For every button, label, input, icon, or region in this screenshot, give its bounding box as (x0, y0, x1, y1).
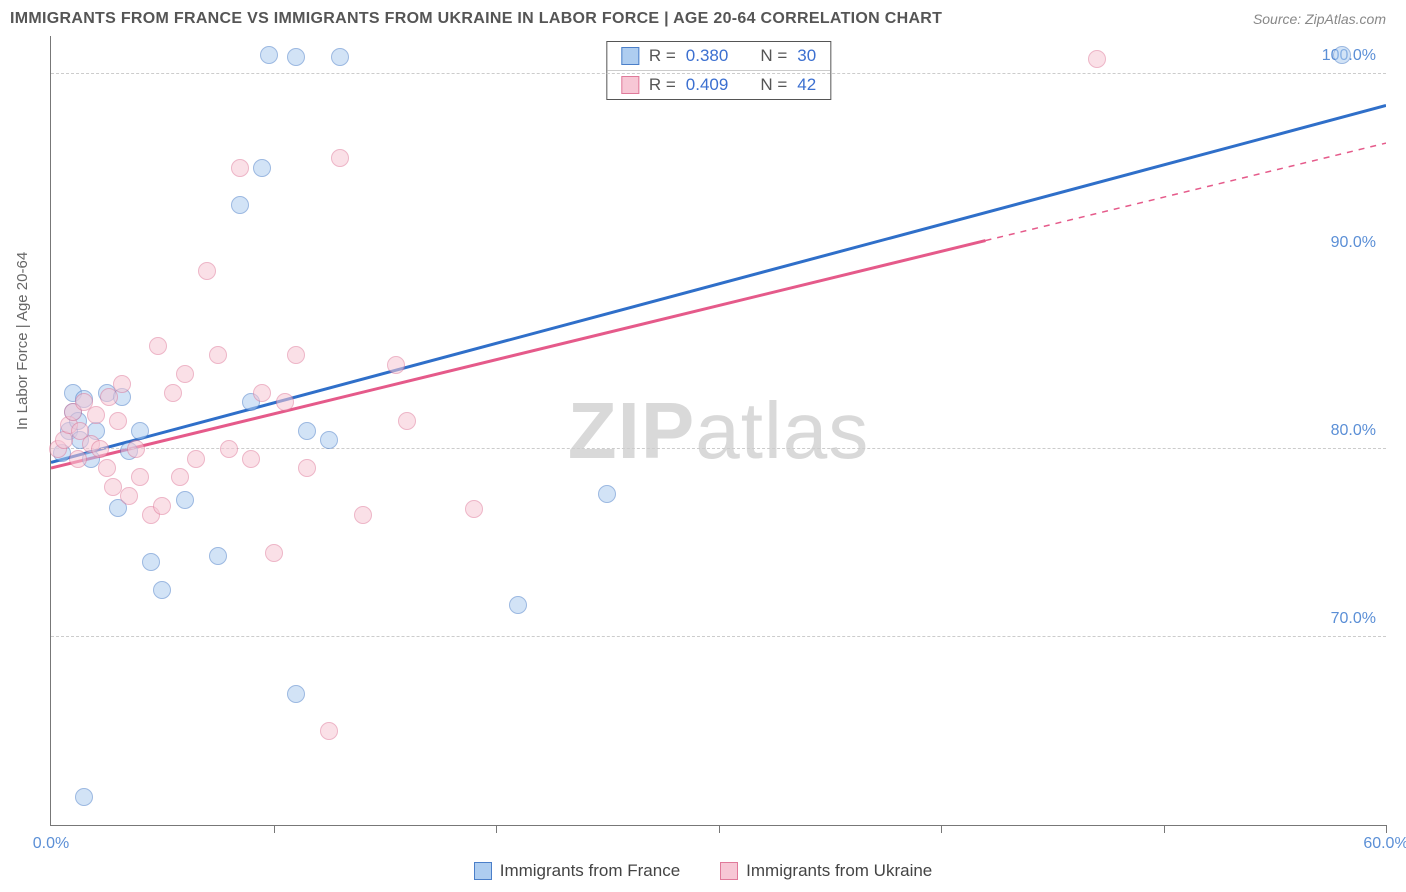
data-point-ukraine (287, 346, 305, 364)
series-label-france: Immigrants from France (500, 861, 680, 881)
data-point-ukraine (187, 450, 205, 468)
data-point-france (331, 48, 349, 66)
y-tick-label: 80.0% (1331, 422, 1376, 440)
watermark-zip: ZIP (568, 386, 695, 475)
data-point-ukraine (171, 468, 189, 486)
data-point-france (176, 491, 194, 509)
legend-swatch-france (621, 47, 639, 65)
x-tick (1386, 825, 1387, 833)
data-point-france (209, 547, 227, 565)
data-point-france (231, 196, 249, 214)
data-point-france (598, 485, 616, 503)
series-legend-item-ukraine: Immigrants from Ukraine (720, 861, 932, 881)
watermark: ZIPatlas (568, 385, 869, 477)
x-tick-label: 0.0% (33, 835, 69, 853)
data-point-ukraine (109, 412, 127, 430)
data-point-france (131, 422, 149, 440)
data-point-ukraine (276, 393, 294, 411)
chart-title: IMMIGRANTS FROM FRANCE VS IMMIGRANTS FRO… (10, 10, 942, 28)
data-point-ukraine (209, 346, 227, 364)
legend-r-value: 0.409 (686, 75, 729, 95)
x-tick (274, 825, 275, 833)
data-point-ukraine (253, 384, 271, 402)
data-point-france (142, 553, 160, 571)
data-point-france (509, 596, 527, 614)
data-point-ukraine (465, 500, 483, 518)
trendline-ukraine (51, 241, 986, 468)
legend-row-france: R = 0.380 N = 30 (607, 42, 830, 70)
data-point-ukraine (113, 375, 131, 393)
watermark-atlas: atlas (695, 386, 869, 475)
data-point-ukraine (98, 459, 116, 477)
legend-n-label: N = (760, 46, 787, 66)
legend-r-label: R = (649, 46, 676, 66)
data-point-france (153, 581, 171, 599)
data-point-ukraine (1088, 50, 1106, 68)
data-point-ukraine (265, 544, 283, 562)
data-point-ukraine (242, 450, 260, 468)
data-point-france (320, 431, 338, 449)
data-point-ukraine (387, 356, 405, 374)
data-point-ukraine (320, 722, 338, 740)
y-axis-label: In Labor Force | Age 20-64 (14, 252, 31, 430)
series-legend-item-france: Immigrants from France (474, 861, 680, 881)
trendline-dashed-ukraine (986, 143, 1387, 240)
legend-swatch-ukraine (621, 76, 639, 94)
legend-n-label: N = (760, 75, 787, 95)
series-label-ukraine: Immigrants from Ukraine (746, 861, 932, 881)
data-point-france (287, 48, 305, 66)
legend-r-label: R = (649, 75, 676, 95)
legend-n-value: 30 (797, 46, 816, 66)
source-label: Source: ZipAtlas.com (1253, 11, 1386, 27)
data-point-ukraine (120, 487, 138, 505)
data-point-france (253, 159, 271, 177)
gridline-horizontal (51, 636, 1386, 637)
x-tick-label: 60.0% (1363, 835, 1406, 853)
data-point-ukraine (131, 468, 149, 486)
data-point-ukraine (176, 365, 194, 383)
scatter-chart: ZIPatlas R = 0.380 N = 30 R = 0.409 N = … (50, 36, 1386, 826)
data-point-france (75, 788, 93, 806)
x-tick (941, 825, 942, 833)
x-tick (496, 825, 497, 833)
data-point-france (260, 46, 278, 64)
data-point-ukraine (100, 388, 118, 406)
x-tick (719, 825, 720, 833)
data-point-ukraine (91, 440, 109, 458)
data-point-ukraine (298, 459, 316, 477)
data-point-france (298, 422, 316, 440)
data-point-ukraine (331, 149, 349, 167)
series-legend: Immigrants from France Immigrants from U… (0, 861, 1406, 881)
gridline-horizontal (51, 73, 1386, 74)
data-point-ukraine (87, 406, 105, 424)
legend-row-ukraine: R = 0.409 N = 42 (607, 70, 830, 99)
trend-lines (51, 36, 1386, 825)
correlation-legend: R = 0.380 N = 30 R = 0.409 N = 42 (606, 41, 831, 100)
data-point-ukraine (164, 384, 182, 402)
data-point-ukraine (398, 412, 416, 430)
data-point-ukraine (354, 506, 372, 524)
series-swatch-france (474, 862, 492, 880)
y-tick-label: 70.0% (1331, 610, 1376, 628)
data-point-france (287, 685, 305, 703)
data-point-ukraine (149, 337, 167, 355)
data-point-ukraine (153, 497, 171, 515)
data-point-ukraine (231, 159, 249, 177)
y-tick-label: 90.0% (1331, 234, 1376, 252)
data-point-france (1333, 46, 1351, 64)
legend-r-value: 0.380 (686, 46, 729, 66)
legend-n-value: 42 (797, 75, 816, 95)
data-point-ukraine (69, 450, 87, 468)
data-point-ukraine (220, 440, 238, 458)
x-tick (1164, 825, 1165, 833)
data-point-ukraine (198, 262, 216, 280)
data-point-ukraine (127, 440, 145, 458)
series-swatch-ukraine (720, 862, 738, 880)
